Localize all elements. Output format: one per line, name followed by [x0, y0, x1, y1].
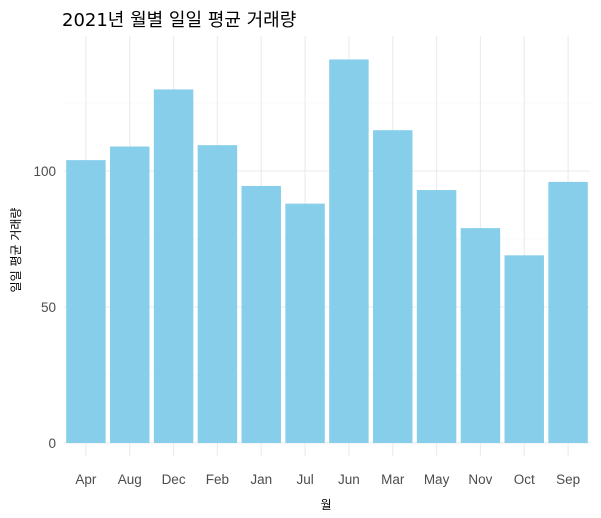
bars — [66, 59, 588, 444]
x-axis-title: 월 — [320, 498, 331, 512]
bar-mar — [373, 130, 413, 443]
x-tick-label: Feb — [206, 472, 229, 487]
bar-nov — [460, 228, 501, 443]
bar-jan — [241, 185, 281, 443]
x-tick-label: Oct — [514, 472, 535, 487]
bar-feb — [197, 145, 238, 443]
y-tick-label: 100 — [33, 164, 56, 179]
x-tick-label: May — [424, 472, 450, 487]
y-axis-ticks: 0 50 100 — [33, 164, 56, 451]
x-tick-label: Nov — [468, 472, 492, 487]
x-axis-ticks: Apr Aug Dec Feb Jan Jul Jun Mar May Nov Oct Sep — [75, 472, 580, 487]
x-tick-label: Jul — [296, 472, 313, 487]
x-tick-label: Apr — [75, 472, 97, 487]
x-tick-label: Dec — [162, 472, 186, 487]
y-tick-label: 0 — [48, 436, 56, 451]
bar-jul — [285, 203, 325, 443]
bar-aug — [110, 146, 150, 443]
x-tick-label: Aug — [118, 472, 142, 487]
y-tick-label: 50 — [41, 300, 56, 315]
bar-sep — [548, 181, 588, 443]
chart-title: 2021년 월별 일일 평균 거래량 — [62, 10, 296, 31]
y-axis-title: 일일 평균 거래량 — [9, 208, 23, 293]
bar-jun — [329, 59, 369, 443]
bar-dec — [153, 89, 194, 444]
bar-oct — [504, 255, 544, 443]
x-tick-label: Mar — [381, 472, 405, 487]
x-tick-label: Jun — [338, 472, 360, 487]
x-tick-label: Jan — [250, 472, 272, 487]
x-tick-label: Sep — [556, 472, 580, 487]
bar-may — [416, 190, 457, 443]
bar-apr — [66, 160, 106, 443]
